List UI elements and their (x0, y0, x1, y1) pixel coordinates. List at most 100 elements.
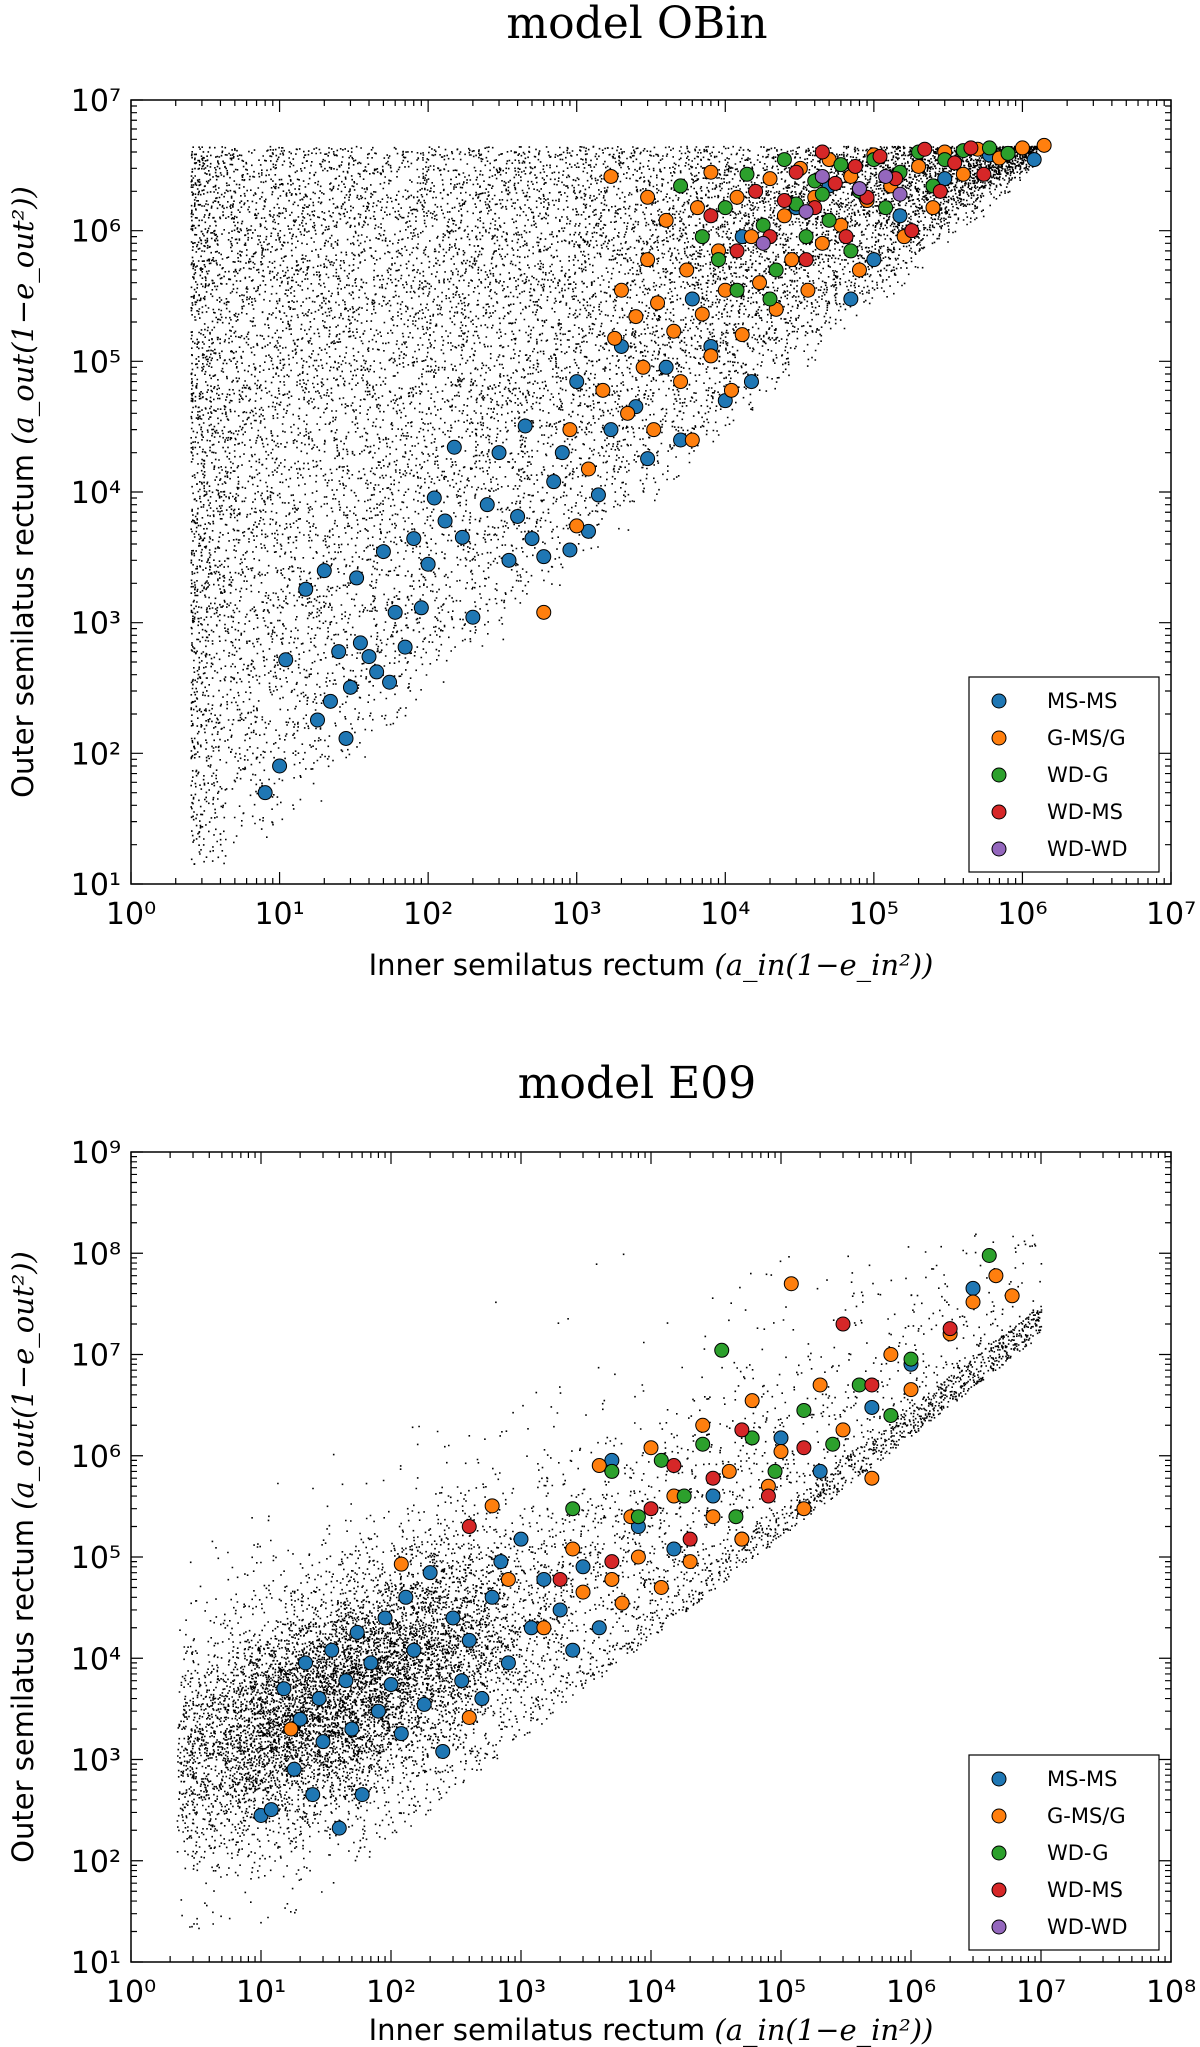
data-point (454, 529, 470, 545)
data-point (734, 1422, 750, 1438)
population-dots (176, 1233, 1043, 1930)
data-point (331, 644, 347, 660)
data-point (812, 1377, 828, 1393)
series-markers (257, 137, 1052, 801)
series-ms-ms (257, 147, 1042, 801)
data-point (864, 1399, 880, 1415)
data-point (437, 513, 453, 529)
data-point (1004, 1288, 1020, 1304)
legend: MS-MS G-MS/G WD-G WD-MS WD-WD (968, 1754, 1160, 1951)
data-point (406, 531, 422, 547)
data-point (562, 542, 578, 558)
data-point (723, 382, 739, 398)
x-tick-label: 10² (366, 1975, 416, 2010)
data-point (369, 664, 385, 680)
data-point (461, 1709, 477, 1725)
data-point (684, 432, 700, 448)
data-point (338, 1673, 354, 1689)
data-point (640, 252, 656, 268)
data-point (562, 422, 578, 438)
data-point (694, 306, 710, 322)
data-point (729, 282, 745, 298)
data-point (344, 1721, 360, 1737)
y-tick-labels: 10¹ 10² 10³ 10⁴ 10⁵ 10⁶ 10⁷ (71, 84, 121, 903)
data-point (640, 451, 656, 467)
data-point (413, 600, 429, 616)
legend-marker (991, 1771, 1007, 1787)
data-point (814, 186, 830, 202)
data-point (382, 674, 398, 690)
data-point (705, 1470, 721, 1486)
data-point (776, 208, 792, 224)
legend-marker (991, 693, 1007, 709)
data-point (580, 461, 596, 477)
data-point (767, 1463, 783, 1479)
y-tick-label: 10³ (71, 607, 121, 642)
data-point (755, 235, 771, 251)
data-point (768, 262, 784, 278)
data-point (843, 291, 859, 307)
data-point (363, 1655, 379, 1671)
data-point (734, 327, 750, 343)
series-g-ms-g (283, 1268, 1020, 1737)
data-point (416, 1696, 432, 1712)
data-point (833, 157, 849, 173)
data-point (872, 148, 888, 164)
data-point (762, 291, 778, 307)
data-point (673, 178, 689, 194)
data-point (1036, 137, 1052, 153)
data-point (878, 200, 894, 216)
data-point (653, 1579, 669, 1595)
x-tick-label: 10³ (496, 1975, 546, 2010)
data-point (739, 166, 755, 182)
data-point (965, 1294, 981, 1310)
data-point (305, 1787, 321, 1803)
data-point (646, 422, 662, 438)
legend-marker (991, 841, 1007, 857)
data-point (798, 229, 814, 245)
legend-label: G-MS/G (1047, 1804, 1126, 1828)
data-point (536, 1620, 552, 1636)
y-tick-label: 10⁵ (71, 345, 121, 380)
data-point (591, 1458, 607, 1474)
data-point (591, 1620, 607, 1636)
data-point (673, 374, 689, 390)
y-tick-label: 10⁴ (71, 1642, 121, 1677)
data-point (420, 556, 436, 572)
y-tick-label: 10⁷ (71, 84, 121, 119)
y-tick-label: 10³ (71, 1744, 121, 1779)
legend: MS-MS G-MS/G WD-G WD-MS WD-WD (968, 676, 1160, 873)
legend-marker (991, 804, 1007, 820)
data-point (315, 1734, 331, 1750)
data-point (1026, 152, 1042, 168)
data-point (981, 140, 997, 156)
data-point (1000, 145, 1016, 161)
data-point (676, 1488, 692, 1504)
y-tick-labels: 10¹ 10² 10³ 10⁴ 10⁵ 10⁶ 10⁷ 10⁸ 10⁹ (71, 1136, 121, 1981)
data-point (796, 1501, 812, 1517)
data-point (851, 1377, 867, 1393)
data-point (743, 229, 759, 245)
legend-label: MS-MS (1047, 1767, 1117, 1791)
data-point (705, 1509, 721, 1525)
data-point (342, 679, 358, 695)
data-point (536, 604, 552, 620)
y-tick-label: 10¹ (71, 868, 121, 903)
data-point (565, 1541, 581, 1557)
data-point (798, 252, 814, 268)
legend-label: MS-MS (1047, 689, 1117, 713)
data-point (903, 1382, 919, 1398)
data-point (554, 445, 570, 461)
x-tick-label: 10⁶ (997, 897, 1047, 932)
plot-frame (130, 99, 1172, 885)
data-point (666, 1458, 682, 1474)
data-point (643, 1501, 659, 1517)
background-population (190, 145, 1039, 865)
x-axis-label-formula: (a_in(1−e_in²)) (714, 2013, 933, 2047)
data-point (536, 1571, 552, 1587)
legend-label: WD-G (1047, 763, 1109, 787)
data-point (703, 348, 719, 364)
data-point (604, 1554, 620, 1570)
data-point (603, 168, 619, 184)
data-point (814, 144, 830, 160)
